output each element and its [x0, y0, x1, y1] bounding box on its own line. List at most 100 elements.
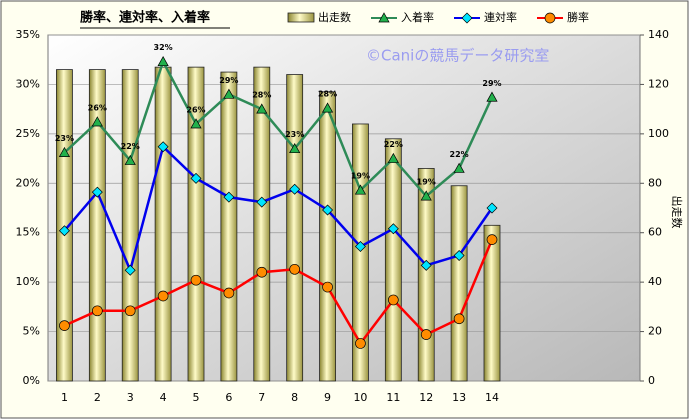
- chart-title: 勝率、連対率、入着率: [80, 10, 210, 26]
- marker: [453, 162, 465, 173]
- marker: [91, 186, 103, 198]
- bar: [220, 71, 238, 382]
- data-label: 26%: [186, 105, 205, 114]
- data-label: 22%: [384, 140, 403, 149]
- legend-label: 出走数: [318, 10, 351, 24]
- y2-axis-label: 出走数: [670, 196, 684, 229]
- marker: [544, 12, 556, 24]
- y-tick-label: 35%: [16, 28, 40, 41]
- data-label: 29%: [219, 76, 238, 85]
- marker: [124, 305, 136, 317]
- x-tick-label: 10: [353, 391, 367, 404]
- marker: [256, 196, 268, 208]
- x-tick-label: 2: [94, 391, 101, 404]
- data-label: 23%: [55, 134, 74, 143]
- marker: [190, 172, 202, 184]
- data-label: 22%: [121, 142, 140, 151]
- marker: [321, 102, 334, 113]
- legend-label: 入着率: [401, 10, 434, 24]
- marker: [223, 88, 235, 99]
- legend-label: 勝率: [567, 10, 589, 24]
- line: [63, 239, 494, 346]
- marker: [124, 154, 136, 165]
- data-label: 32%: [154, 43, 173, 52]
- marker: [289, 142, 301, 154]
- marker: [289, 183, 301, 195]
- y-tick-label: 20%: [16, 176, 40, 189]
- bar: [450, 185, 468, 382]
- marker: [453, 313, 465, 325]
- y2-tick-label: 40: [648, 275, 662, 288]
- marker: [322, 204, 334, 216]
- marker: [387, 152, 399, 163]
- bar: [286, 74, 304, 382]
- marker: [322, 281, 333, 293]
- y-tick-label: 10%: [16, 275, 40, 288]
- x-tick-label: 9: [324, 391, 331, 404]
- y-tick-label: 25%: [16, 127, 40, 140]
- marker: [223, 287, 235, 299]
- y2-tick-label: 0: [648, 374, 655, 387]
- line: [63, 144, 494, 275]
- marker: [256, 103, 268, 114]
- data-label: 28%: [252, 91, 271, 100]
- marker: [486, 234, 498, 245]
- marker: [378, 12, 390, 23]
- x-tick-label: 7: [258, 391, 265, 404]
- x-tick-label: 14: [485, 391, 499, 404]
- marker: [420, 259, 432, 271]
- marker: [355, 338, 366, 349]
- marker: [190, 274, 202, 286]
- x-tick-label: 13: [452, 391, 466, 404]
- y-tick-label: 30%: [16, 77, 40, 90]
- x-tick-label: 8: [291, 391, 298, 404]
- marker: [58, 146, 71, 157]
- x-tick-label: 1: [61, 391, 68, 404]
- marker: [59, 320, 70, 331]
- data-label: 29%: [482, 79, 501, 88]
- marker: [486, 91, 498, 102]
- y2-tick-label: 140: [648, 28, 669, 41]
- y-tick-label: 5%: [23, 325, 40, 338]
- marker: [289, 263, 301, 275]
- bar: [483, 224, 501, 382]
- bar: [417, 168, 435, 382]
- data-label: 19%: [351, 172, 370, 181]
- data-label: 26%: [88, 103, 107, 112]
- marker: [420, 190, 432, 201]
- marker: [420, 329, 432, 340]
- legend-label: 連対率: [484, 10, 517, 24]
- marker: [453, 249, 465, 261]
- marker: [354, 184, 367, 195]
- marker: [256, 266, 268, 278]
- marker: [124, 264, 136, 276]
- line: [63, 58, 494, 198]
- bar: [253, 66, 271, 382]
- legend-swatch: [287, 12, 315, 23]
- bar: [121, 69, 139, 382]
- watermark: ©Caniの競馬データ研究室: [366, 47, 549, 65]
- y2-tick-label: 120: [648, 77, 669, 90]
- y2-tick-label: 20: [648, 325, 662, 338]
- marker: [354, 241, 366, 253]
- x-tick-label: 11: [386, 391, 400, 404]
- x-tick-label: 12: [419, 391, 433, 404]
- marker: [190, 118, 202, 129]
- y-tick-label: 15%: [16, 226, 40, 239]
- marker: [91, 116, 103, 127]
- marker: [157, 290, 169, 302]
- y2-tick-label: 60: [648, 226, 662, 239]
- bar: [384, 138, 402, 382]
- marker: [157, 55, 169, 67]
- data-label: 23%: [285, 130, 304, 139]
- y-tick-label: 0%: [23, 374, 40, 387]
- data-label: 22%: [450, 150, 469, 159]
- marker: [91, 305, 103, 317]
- data-label: 28%: [318, 90, 337, 99]
- y2-tick-label: 100: [648, 127, 669, 140]
- bar: [319, 91, 336, 382]
- marker: [223, 191, 235, 203]
- y2-tick-label: 80: [648, 176, 662, 189]
- marker: [58, 225, 70, 237]
